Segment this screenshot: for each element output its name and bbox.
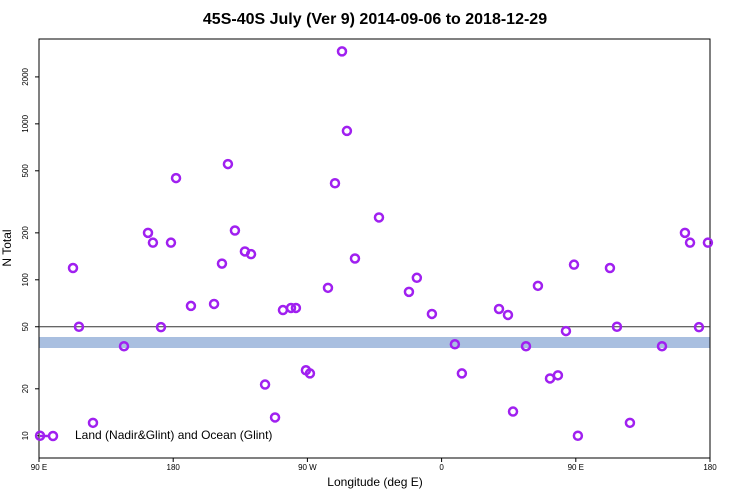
point	[702, 237, 714, 248]
point	[624, 417, 636, 429]
point	[73, 321, 85, 332]
point	[304, 368, 316, 379]
point	[118, 340, 130, 352]
point	[285, 302, 297, 314]
point	[170, 172, 182, 184]
point	[532, 280, 544, 292]
point	[277, 304, 289, 316]
point	[165, 237, 177, 248]
point	[693, 321, 705, 333]
x-tick-label: 90 W	[298, 463, 317, 472]
x-axis-label: Longitude (deg E)	[327, 475, 422, 489]
point	[222, 158, 234, 170]
point	[336, 46, 348, 57]
x-tick-label: 0	[439, 463, 444, 472]
x-tick-label: 90 E	[31, 463, 47, 472]
y-tick-label: 20	[21, 384, 30, 393]
legend-marker	[47, 430, 59, 442]
point	[185, 300, 197, 312]
point	[229, 225, 241, 236]
point	[552, 370, 564, 381]
point	[572, 430, 584, 442]
point	[322, 282, 334, 294]
point	[290, 302, 302, 314]
chart-title: 45S-40S July (Ver 9) 2014-09-06 to 2018-…	[203, 11, 547, 28]
plot-frame	[38, 38, 711, 459]
point	[147, 237, 159, 248]
legend-label: Land (Nadir&Glint) and Ocean (Glint)	[75, 428, 272, 442]
point	[245, 248, 257, 260]
point	[411, 272, 423, 284]
point	[403, 286, 415, 298]
point	[373, 212, 385, 223]
point	[604, 262, 616, 274]
y-tick-label: 1000	[21, 114, 30, 132]
point	[216, 258, 228, 269]
point	[208, 298, 220, 310]
point	[560, 325, 572, 337]
point	[329, 178, 341, 189]
point	[155, 321, 167, 333]
point	[520, 340, 532, 352]
surface-band	[39, 337, 710, 348]
y-tick-label: 2000	[21, 67, 30, 85]
point	[456, 368, 468, 379]
x-tick-label: 90 E	[568, 463, 584, 472]
point	[449, 339, 461, 350]
y-axis-label: N Total	[0, 229, 14, 266]
point	[611, 321, 623, 332]
x-tick-label: 180	[703, 463, 717, 472]
point	[67, 262, 79, 274]
point	[568, 259, 580, 270]
point	[507, 406, 519, 417]
point	[656, 340, 668, 352]
point	[684, 237, 696, 248]
point	[679, 227, 691, 239]
point	[87, 417, 99, 429]
y-tick-label: 10	[21, 431, 30, 440]
point	[502, 309, 514, 321]
y-tick-label: 500	[21, 164, 30, 178]
point	[142, 227, 154, 239]
x-tick-label: 180	[167, 463, 181, 472]
point	[259, 379, 271, 390]
point	[269, 412, 281, 423]
y-tick-label: 50	[21, 322, 30, 331]
y-tick-label: 100	[21, 273, 30, 287]
point	[349, 253, 361, 264]
point	[493, 303, 505, 315]
point	[341, 125, 353, 137]
y-tick-label: 200	[21, 226, 30, 240]
point	[426, 308, 438, 320]
